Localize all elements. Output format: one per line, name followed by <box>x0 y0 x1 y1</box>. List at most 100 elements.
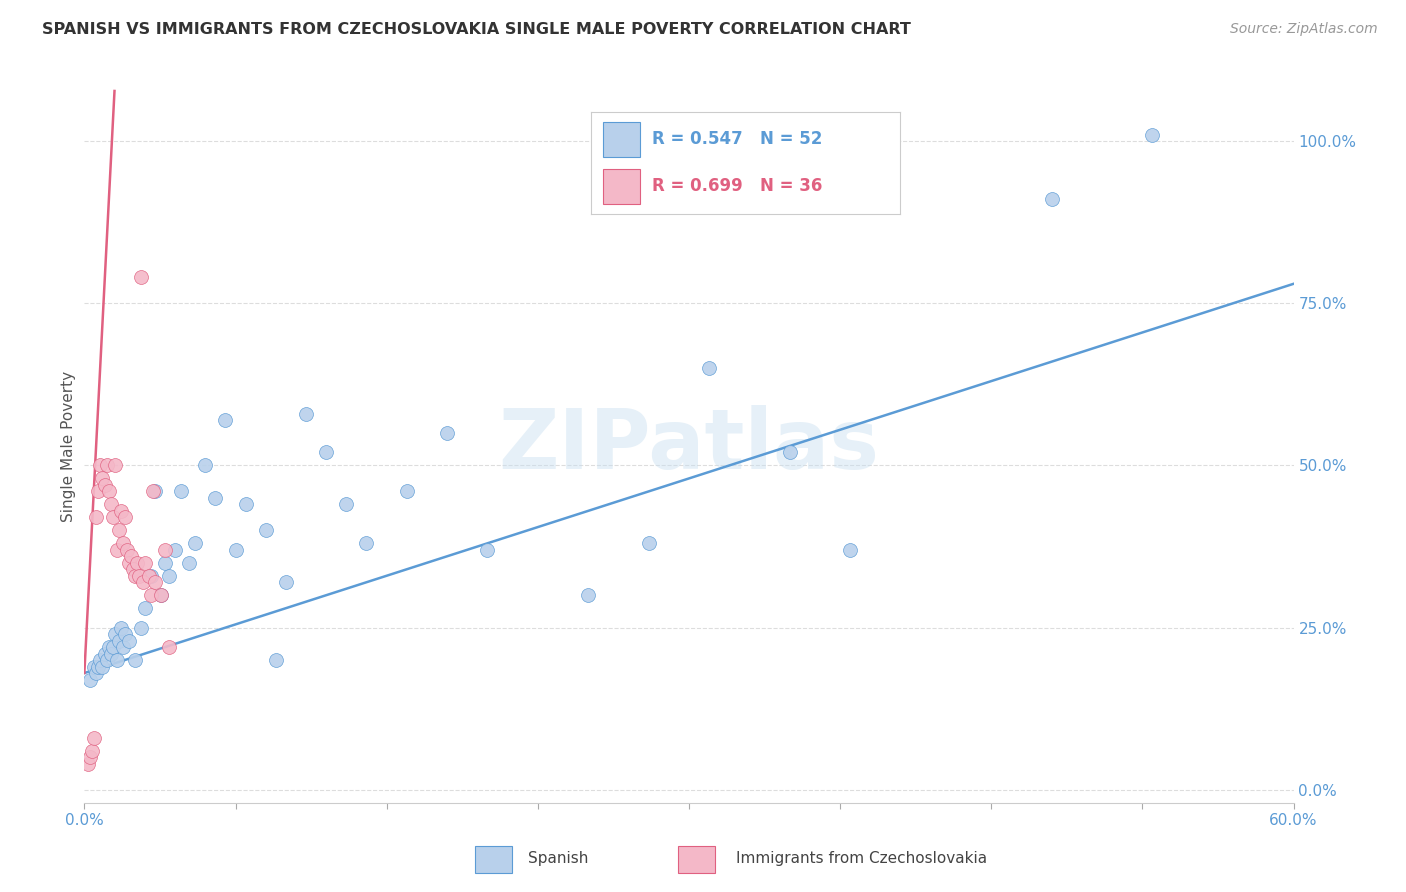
Point <box>79 673 101 687</box>
Point <box>1040 193 1063 207</box>
Point <box>214 413 236 427</box>
Point <box>121 562 143 576</box>
Point <box>157 568 180 582</box>
Point <box>107 524 129 538</box>
Point <box>225 542 247 557</box>
Point <box>101 510 124 524</box>
Point <box>179 556 201 570</box>
Point <box>86 510 108 524</box>
Bar <box>678 847 716 873</box>
Point <box>194 458 217 473</box>
Point <box>87 659 110 673</box>
Point <box>83 659 105 673</box>
Text: ZIPatlas: ZIPatlas <box>499 406 879 486</box>
Point <box>395 484 418 499</box>
Point <box>104 458 127 473</box>
Y-axis label: Single Male Poverty: Single Male Poverty <box>60 370 76 522</box>
Point <box>143 575 166 590</box>
Point <box>83 731 105 745</box>
Point <box>124 568 146 582</box>
Point <box>637 536 659 550</box>
Point <box>111 640 134 654</box>
Point <box>436 425 458 440</box>
Point <box>114 627 136 641</box>
Point <box>91 471 114 485</box>
Point <box>184 536 207 550</box>
Point <box>105 542 128 557</box>
Point <box>111 536 134 550</box>
Point <box>779 445 801 459</box>
Point <box>153 556 176 570</box>
Point <box>107 633 129 648</box>
Point <box>87 484 110 499</box>
Point <box>254 524 277 538</box>
Point <box>114 510 136 524</box>
Point <box>110 621 132 635</box>
Point <box>100 647 122 661</box>
Point <box>124 653 146 667</box>
Text: Spanish: Spanish <box>529 851 589 866</box>
Point <box>138 568 160 582</box>
Point <box>335 497 357 511</box>
Point <box>115 542 138 557</box>
Point <box>101 640 124 654</box>
Point <box>235 497 257 511</box>
Point <box>89 458 111 473</box>
Point <box>129 270 152 285</box>
Point <box>134 601 156 615</box>
Point <box>93 478 115 492</box>
Point <box>110 504 132 518</box>
Point <box>143 484 166 499</box>
Point <box>264 653 287 667</box>
Point <box>105 653 128 667</box>
Point <box>120 549 142 564</box>
Point <box>165 542 187 557</box>
Point <box>77 756 100 771</box>
Point <box>1142 128 1164 142</box>
Point <box>91 659 114 673</box>
Point <box>96 458 118 473</box>
Point <box>170 484 193 499</box>
Text: SPANISH VS IMMIGRANTS FROM CZECHOSLOVAKIA SINGLE MALE POVERTY CORRELATION CHART: SPANISH VS IMMIGRANTS FROM CZECHOSLOVAKI… <box>42 22 911 37</box>
Point <box>149 588 172 602</box>
Point <box>697 361 720 376</box>
Point <box>356 536 378 550</box>
Point <box>153 542 176 557</box>
Point <box>96 653 118 667</box>
Text: R = 0.547   N = 52: R = 0.547 N = 52 <box>652 130 823 148</box>
Bar <box>475 847 512 873</box>
Text: R = 0.699   N = 36: R = 0.699 N = 36 <box>652 178 823 195</box>
Point <box>93 647 115 661</box>
Point <box>295 407 318 421</box>
Point <box>274 575 297 590</box>
Point <box>315 445 337 459</box>
Point <box>97 640 120 654</box>
Point <box>139 588 162 602</box>
Point <box>125 556 148 570</box>
Point <box>157 640 180 654</box>
Point <box>139 568 162 582</box>
Point <box>149 588 172 602</box>
Point <box>97 484 120 499</box>
Point <box>104 627 127 641</box>
Bar <box>603 122 640 157</box>
Point <box>576 588 599 602</box>
Point <box>100 497 122 511</box>
Point <box>132 575 155 590</box>
Point <box>79 750 101 764</box>
Point <box>142 484 165 499</box>
Text: Immigrants from Czechoslovakia: Immigrants from Czechoslovakia <box>737 851 987 866</box>
Point <box>86 666 108 681</box>
Text: Source: ZipAtlas.com: Source: ZipAtlas.com <box>1230 22 1378 37</box>
Point <box>118 633 141 648</box>
Point <box>82 744 104 758</box>
Point <box>839 542 862 557</box>
Bar <box>603 169 640 204</box>
Point <box>129 621 152 635</box>
Point <box>204 491 226 505</box>
Point <box>89 653 111 667</box>
Point <box>128 568 150 582</box>
Point <box>118 556 141 570</box>
Point <box>477 542 499 557</box>
Point <box>134 556 156 570</box>
